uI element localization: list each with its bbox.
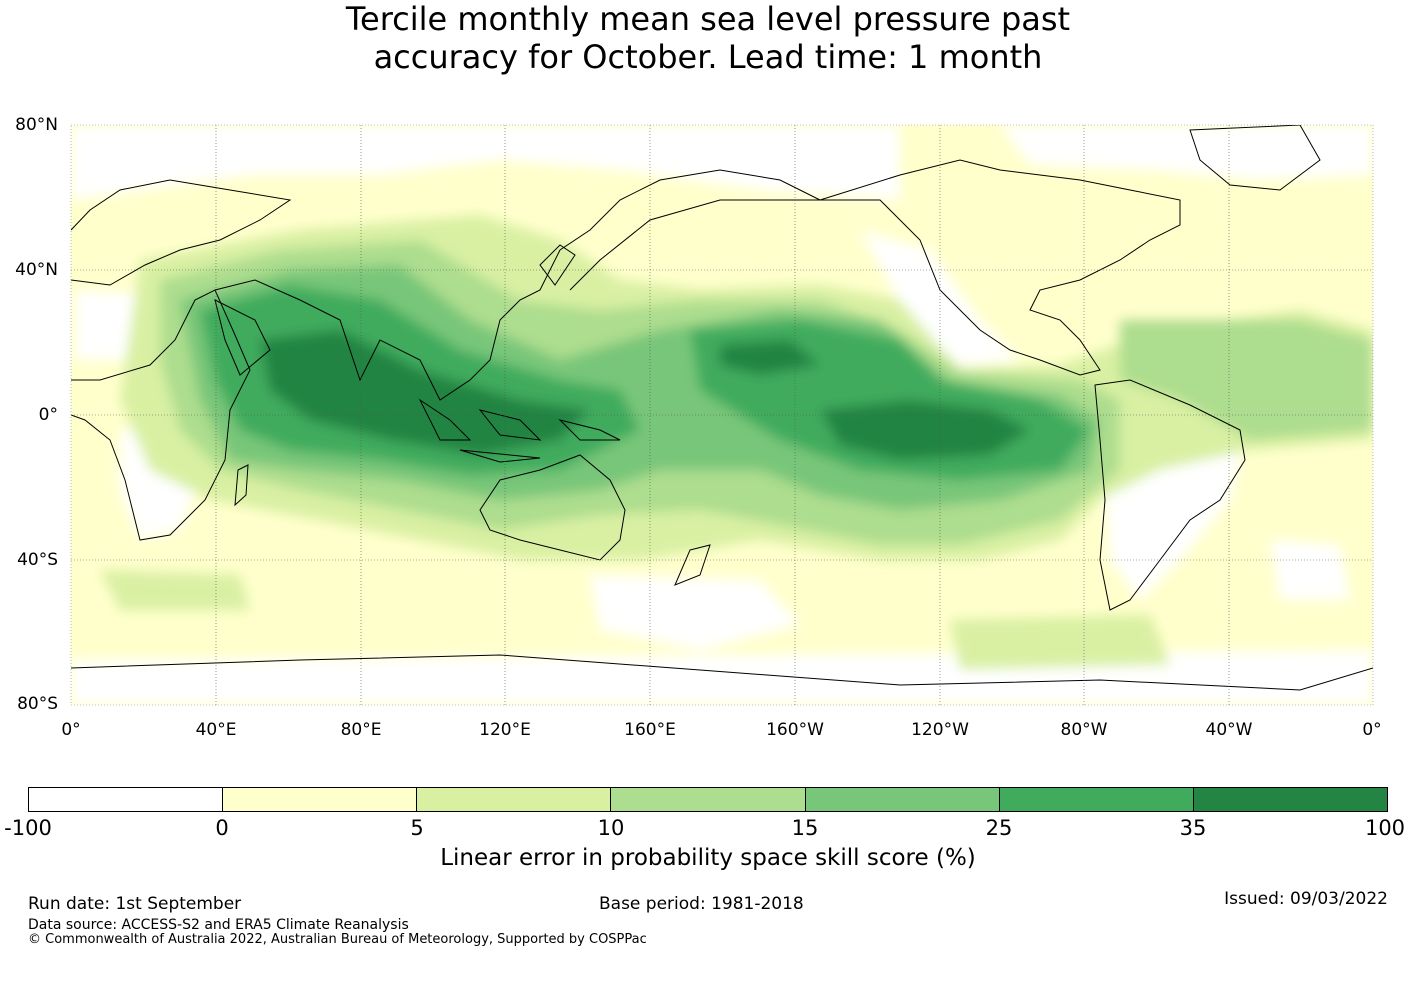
run-date: Run date: 1st September <box>28 894 242 914</box>
map-frame <box>70 124 1374 706</box>
lon-label-40w: 40°W <box>1205 720 1253 740</box>
colorbar-segment-4 <box>611 788 806 811</box>
colorbar-label: Linear error in probability space skill … <box>440 845 976 871</box>
title-line-2: accuracy for October. Lead time: 1 month <box>373 38 1043 76</box>
data-source: Data source: ACCESS-S2 and ERA5 Climate … <box>28 917 409 933</box>
lon-label-80e: 80°E <box>340 720 382 740</box>
lon-label-120w: 120°W <box>911 720 969 740</box>
lat-label-equator: 0° <box>38 405 58 425</box>
colorbar-tick-25: 25 <box>985 816 1013 840</box>
lon-label-120e: 120°E <box>479 720 531 740</box>
colorbar-segment-2 <box>223 788 418 811</box>
graticule <box>71 125 1373 705</box>
lon-label-40e: 40°E <box>195 720 237 740</box>
lat-label-40s: 40°S <box>17 550 58 570</box>
copyright-notice: © Commonwealth of Australia 2022, Austra… <box>28 932 647 947</box>
colorbar-tick-100: 100 <box>1364 816 1406 840</box>
colorbar-tick-5: 5 <box>410 816 424 840</box>
skill-field <box>71 125 1373 705</box>
lon-label-0-east: 0° <box>1362 720 1382 740</box>
lon-label-160w: 160°W <box>766 720 824 740</box>
colorbar-segment-1 <box>29 788 224 811</box>
colorbar-segment-3 <box>417 788 612 811</box>
colorbar-segment-7 <box>1193 788 1387 811</box>
chart-title: Tercile monthly mean sea level pressure … <box>0 0 1416 76</box>
lat-label-80n: 80°N <box>15 115 58 135</box>
colorbar <box>28 787 1388 812</box>
colorbar-tick-minus100: -100 <box>4 816 52 840</box>
coastlines <box>71 125 1373 691</box>
base-period: Base period: 1981-2018 <box>599 894 804 914</box>
lat-label-80s: 80°S <box>17 694 58 714</box>
lon-label-0-west: 0° <box>61 720 81 740</box>
colorbar-tick-0: 0 <box>215 816 229 840</box>
issued-date: Issued: 09/03/2022 <box>1224 889 1388 909</box>
colorbar-segment-6 <box>999 788 1194 811</box>
colorbar-tick-15: 15 <box>791 816 819 840</box>
title-line-1: Tercile monthly mean sea level pressure … <box>345 0 1071 38</box>
colorbar-tick-35: 35 <box>1179 816 1207 840</box>
colorbar-tick-10: 10 <box>597 816 625 840</box>
lat-label-40n: 40°N <box>15 260 58 280</box>
lon-label-80w: 80°W <box>1060 720 1108 740</box>
lon-label-160e: 160°E <box>624 720 676 740</box>
colorbar-segment-5 <box>805 788 1000 811</box>
